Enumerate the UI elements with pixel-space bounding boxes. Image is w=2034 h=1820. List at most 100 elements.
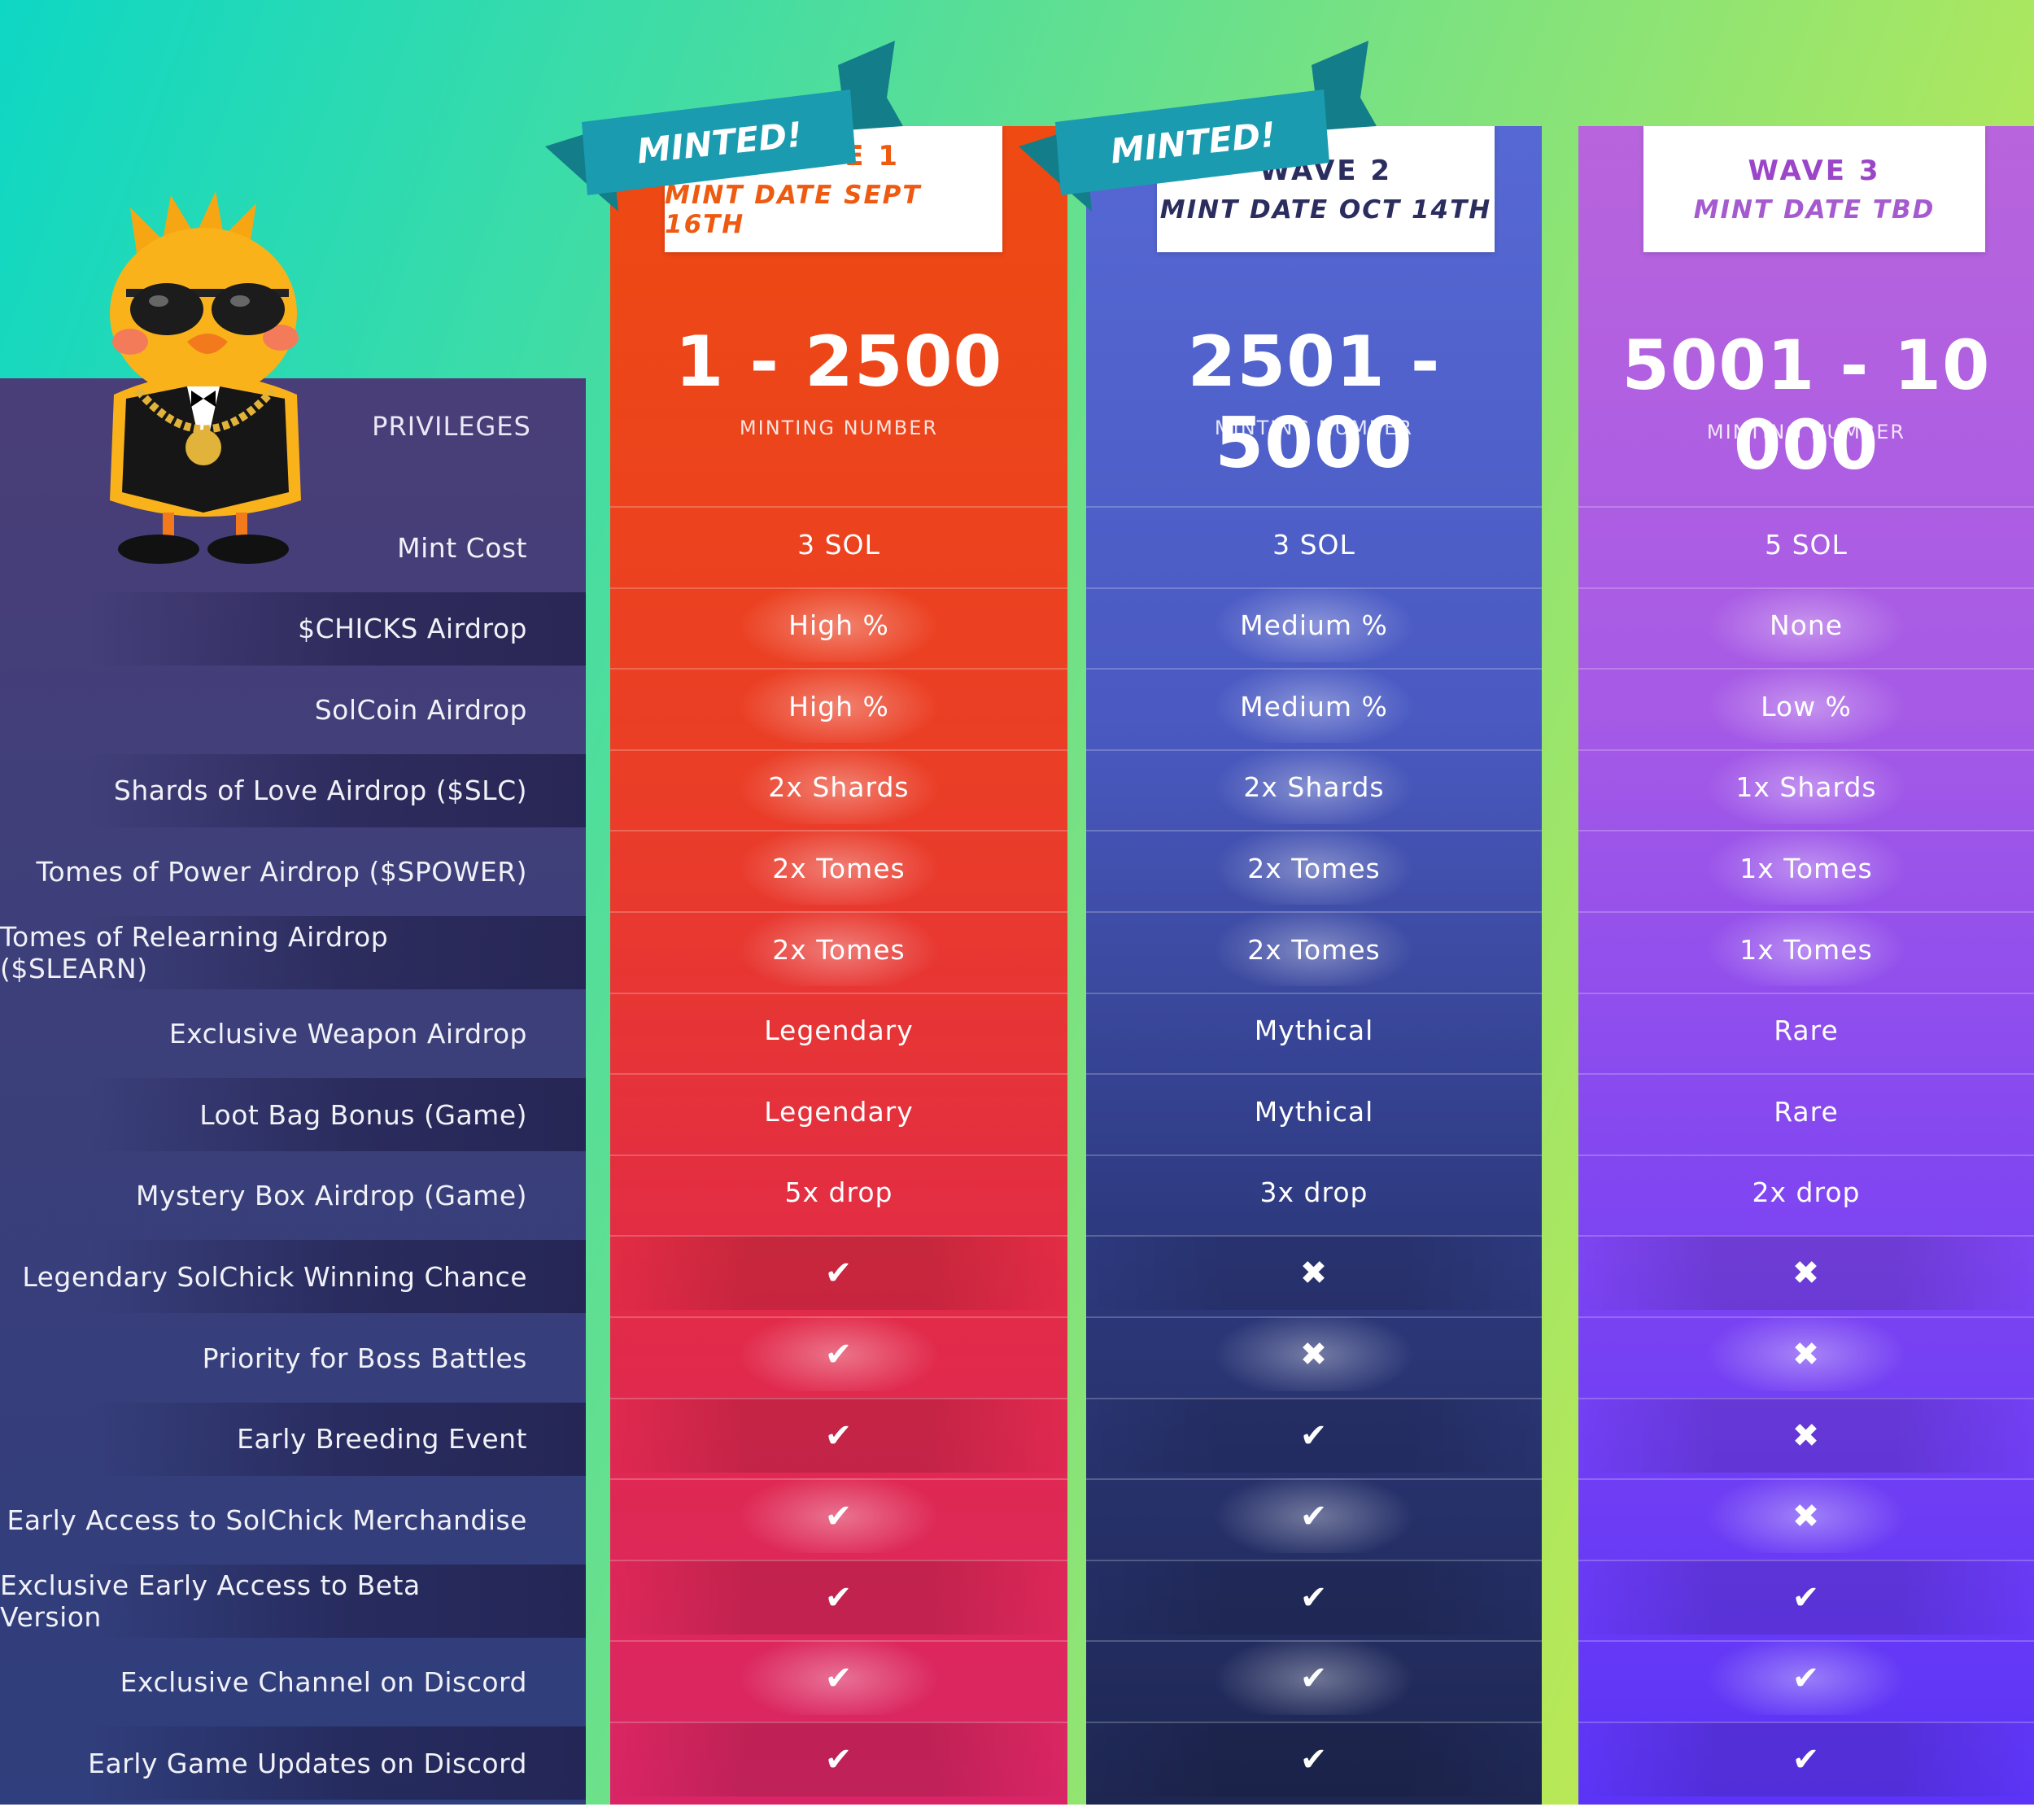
value-cell: 2x Tomes [1086,830,1542,906]
value-cell: Mythical [1086,1073,1542,1148]
privilege-label: Legendary SolChick Winning Chance [22,1260,527,1293]
privilege-row: Exclusive Channel on Discord [0,1645,586,1718]
value-cell: Medium % [1086,587,1542,662]
value-text: ✔ [1792,1741,1821,1779]
value-cell: Medium % [1086,668,1542,744]
privilege-row: Shards of Love Airdrop ($SLC) [0,753,586,827]
privilege-row: SolCoin Airdrop [0,673,586,746]
privilege-row: Exclusive Early Access to Beta Version [0,1564,586,1638]
value-text: ✔ [1792,1578,1821,1617]
value-text: 1x Tomes [1739,933,1873,966]
value-text: None [1769,609,1844,642]
privilege-row: $CHICKS Airdrop [0,591,586,666]
value-text: ✔ [824,1336,853,1373]
value-text: ✔ [824,1416,853,1455]
value-cell: 1x Tomes [1578,830,2034,906]
cross-icon: ✖ [1086,1235,1542,1311]
privilege-label: Loot Bag Bonus (Game) [199,1098,527,1131]
value-text: ✔ [1792,1660,1821,1698]
wave-1-column: WAVE 1 MINT DATE SEPT 16TH 1 - 2500 MINT… [610,126,1067,1805]
value-text: ✔ [1299,1660,1329,1698]
check-icon: ✔ [1086,1559,1542,1635]
value-text: Rare [1774,1095,1839,1128]
value-cell: 3 SOL [1086,506,1542,581]
value-text: 2x Tomes [1247,933,1381,966]
value-text: ✖ [1299,1336,1329,1373]
value-cell: Rare [1578,992,2034,1067]
value-text: ✖ [1792,1416,1821,1455]
value-cell: 2x Shards [1086,749,1542,824]
wave-2-minted-ribbon: MINTED! [1019,41,1377,212]
value-cell: Legendary [610,1073,1067,1148]
wave-2-range: 2501 - 5000 [1187,321,1441,484]
privilege-row: Priority for Boss Battles [0,1321,586,1394]
privilege-label: $CHICKS Airdrop [298,613,527,645]
value-text: 2x Tomes [772,933,906,966]
value-text: 5 SOL [1765,528,1848,561]
value-text: Mythical [1254,1095,1374,1128]
value-text: 3 SOL [797,528,880,561]
privilege-label: Mint Cost [397,531,527,564]
privilege-row: Tomes of Relearning Airdrop ($SLEARN) [0,916,586,989]
value-text: ✔ [824,1741,853,1779]
value-text: Low % [1761,690,1852,722]
wave-3-range-label: MINTING NUMBER [1706,421,1906,443]
value-text: High % [788,690,889,722]
chick-mascot-image [110,191,301,564]
check-icon: ✔ [1086,1722,1542,1796]
value-cell: 2x drop [1578,1154,2034,1229]
value-text: 2x Tomes [772,852,906,884]
wave-3-range: 5001 - 10 000 [1622,325,1991,485]
value-cell: 2x Tomes [1086,911,1542,986]
value-cell: High % [610,668,1067,744]
value-text: ✖ [1792,1498,1821,1536]
value-text: Medium % [1240,690,1388,722]
privilege-label: Mystery Box Airdrop (Game) [136,1180,527,1212]
check-icon: ✔ [610,1235,1067,1311]
wave-1-date: MINT DATE SEPT 16TH [665,180,922,239]
cross-icon: ✖ [1578,1397,2034,1473]
value-text: ✔ [1299,1741,1329,1779]
value-text: ✔ [824,1255,853,1293]
privilege-label: Early Access to SolChick Merchandise [7,1504,527,1536]
privilege-row: Early Breeding Event [0,1402,586,1476]
value-text: ✔ [824,1498,853,1536]
bottom-strip [0,1805,2034,1820]
value-cell: 3 SOL [610,506,1067,581]
value-text: 2x Tomes [1247,852,1381,884]
privilege-row: Legendary SolChick Winning Chance [0,1240,586,1314]
value-cell: 1x Tomes [1578,911,2034,986]
value-text: 2x Shards [768,771,910,804]
value-cell: 2x Tomes [610,830,1067,906]
value-text: High % [788,609,889,642]
privilege-label: Early Game Updates on Discord [88,1747,527,1779]
value-text: ✔ [1299,1498,1329,1536]
check-icon: ✔ [1578,1559,2034,1635]
wave-3-date: MINT DATE TBD [1693,194,1936,225]
value-text: 5x drop [784,1176,893,1209]
value-cell: 3x drop [1086,1154,1542,1229]
value-text: 3x drop [1259,1176,1368,1209]
privilege-row: Mint Cost [0,511,586,584]
value-text: ✖ [1299,1255,1329,1293]
check-icon: ✔ [1578,1722,2034,1796]
value-cell: Rare [1578,1073,2034,1148]
privilege-row: Early Access to SolChick Merchandise [0,1483,586,1556]
value-text: ✔ [1299,1578,1329,1617]
value-cell: High % [610,587,1067,662]
privilege-label: Early Breeding Event [237,1423,527,1456]
check-icon: ✔ [1086,1478,1542,1554]
wave-1-range: 1 - 2500 [674,321,1003,403]
check-icon: ✔ [1086,1640,1542,1716]
value-cell: Low % [1578,668,2034,744]
value-text: 1x Tomes [1739,852,1873,884]
value-cell: 2x Tomes [610,911,1067,986]
cross-icon: ✖ [1578,1478,2034,1554]
value-text: 2x drop [1752,1176,1861,1209]
cross-icon: ✖ [1578,1235,2034,1311]
check-icon: ✔ [1578,1640,2034,1716]
value-text: Legendary [764,1015,914,1047]
value-text: ✔ [824,1578,853,1617]
check-icon: ✔ [1086,1397,1542,1473]
value-text: Mythical [1254,1015,1374,1047]
